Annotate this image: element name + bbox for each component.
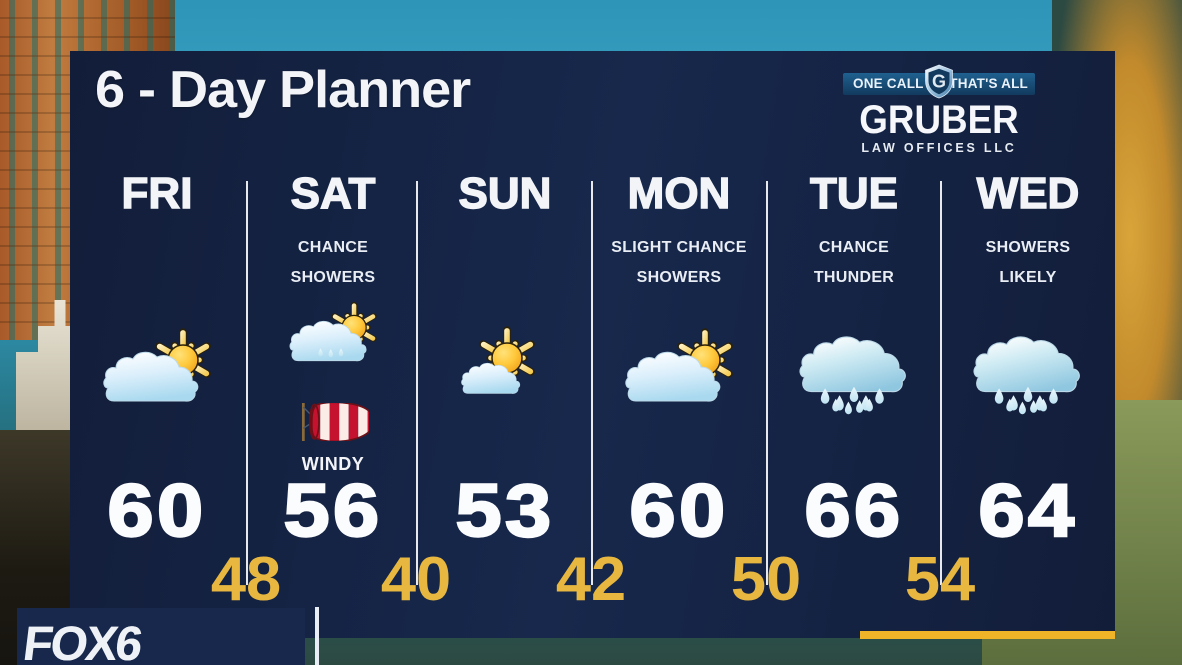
svg-text:G: G: [932, 72, 946, 92]
